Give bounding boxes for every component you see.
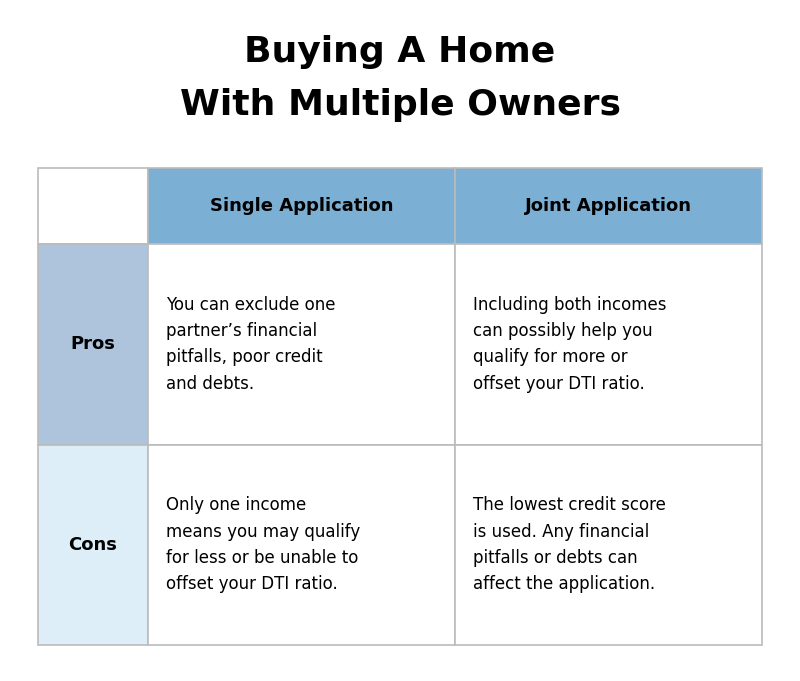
Text: Including both incomes
can possibly help you
qualify for more or
offset your DTI: Including both incomes can possibly help… <box>473 296 666 393</box>
Text: Pros: Pros <box>70 335 115 353</box>
Text: Single Application: Single Application <box>210 197 394 215</box>
Text: With Multiple Owners: With Multiple Owners <box>179 88 621 122</box>
Text: Cons: Cons <box>69 536 118 554</box>
Text: The lowest credit score
is used. Any financial
pitfalls or debts can
affect the : The lowest credit score is used. Any fin… <box>473 496 666 593</box>
Bar <box>148 244 455 445</box>
Bar <box>455 244 762 445</box>
Bar <box>38 445 148 645</box>
Bar <box>38 168 148 244</box>
Bar <box>148 168 455 244</box>
Text: Buying A Home: Buying A Home <box>244 35 556 69</box>
Text: Only one income
means you may qualify
for less or be unable to
offset your DTI r: Only one income means you may qualify fo… <box>166 496 360 593</box>
Bar <box>455 445 762 645</box>
Text: Joint Application: Joint Application <box>525 197 692 215</box>
Text: You can exclude one
partner’s financial
pitfalls, poor credit
and debts.: You can exclude one partner’s financial … <box>166 296 335 393</box>
Bar <box>148 445 455 645</box>
Bar <box>455 168 762 244</box>
Bar <box>38 244 148 445</box>
